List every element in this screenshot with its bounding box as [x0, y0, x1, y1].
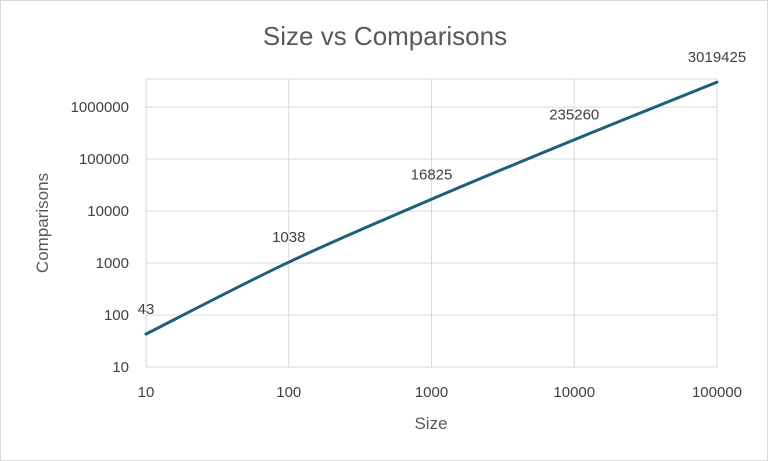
y-axis-title: Comparisons — [33, 173, 52, 273]
x-tick-label: 100 — [276, 384, 301, 401]
y-tick-label: 100000 — [79, 151, 129, 168]
data-label: 3019425 — [688, 49, 746, 66]
y-axis-ticks: 10 100 1000 10000 100000 1000000 — [71, 99, 129, 376]
data-label: 43 — [138, 301, 155, 318]
x-tick-label: 10000 — [553, 384, 595, 401]
x-tick-label: 1000 — [415, 384, 448, 401]
series-line-comparisons — [144, 80, 719, 336]
x-tick-label: 10 — [138, 384, 155, 401]
data-label: 235260 — [549, 107, 599, 124]
y-tick-label: 1000000 — [71, 99, 129, 116]
grid-layer — [145, 78, 718, 368]
data-label: 1038 — [272, 229, 305, 246]
chart-title: Size vs Comparisons — [263, 21, 507, 51]
x-axis-ticks: 10 100 1000 10000 100000 — [138, 384, 742, 401]
y-tick-label: 10000 — [87, 203, 129, 220]
y-tick-label: 10 — [112, 359, 129, 376]
data-labels: 43 1038 16825 235260 3019425 — [138, 49, 747, 318]
data-label: 16825 — [411, 166, 453, 183]
y-tick-label: 100 — [104, 307, 129, 324]
x-axis-title: Size — [414, 414, 447, 433]
series-layer — [144, 80, 719, 336]
y-tick-label: 1000 — [96, 255, 129, 272]
x-tick-label: 100000 — [692, 384, 742, 401]
